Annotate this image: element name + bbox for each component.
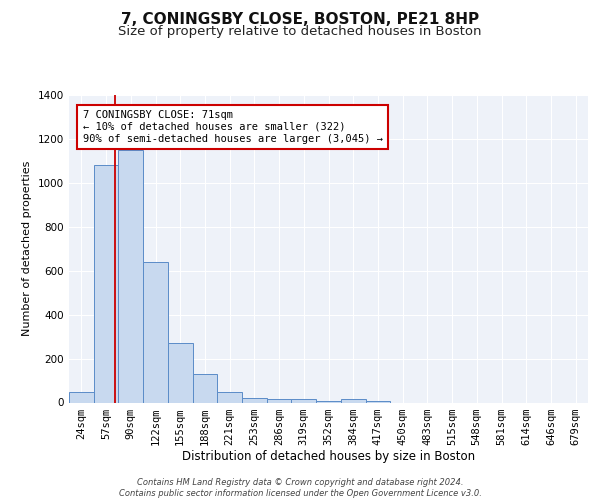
Bar: [94, 166, 118, 402]
Bar: [143, 262, 168, 402]
Bar: [168, 343, 193, 402]
Bar: [118, 150, 143, 403]
X-axis label: Distribution of detached houses by size in Boston: Distribution of detached houses by size …: [182, 450, 475, 464]
Bar: [69, 392, 94, 402]
Bar: [341, 398, 365, 402]
Text: 7 CONINGSBY CLOSE: 71sqm
← 10% of detached houses are smaller (322)
90% of semi-: 7 CONINGSBY CLOSE: 71sqm ← 10% of detach…: [83, 110, 383, 144]
Bar: [193, 374, 217, 402]
Bar: [217, 392, 242, 402]
Y-axis label: Number of detached properties: Number of detached properties: [22, 161, 32, 336]
Text: 7, CONINGSBY CLOSE, BOSTON, PE21 8HP: 7, CONINGSBY CLOSE, BOSTON, PE21 8HP: [121, 12, 479, 28]
Bar: [292, 398, 316, 402]
Text: Size of property relative to detached houses in Boston: Size of property relative to detached ho…: [118, 25, 482, 38]
Bar: [242, 398, 267, 402]
Bar: [267, 398, 292, 402]
Text: Contains HM Land Registry data © Crown copyright and database right 2024.
Contai: Contains HM Land Registry data © Crown c…: [119, 478, 481, 498]
